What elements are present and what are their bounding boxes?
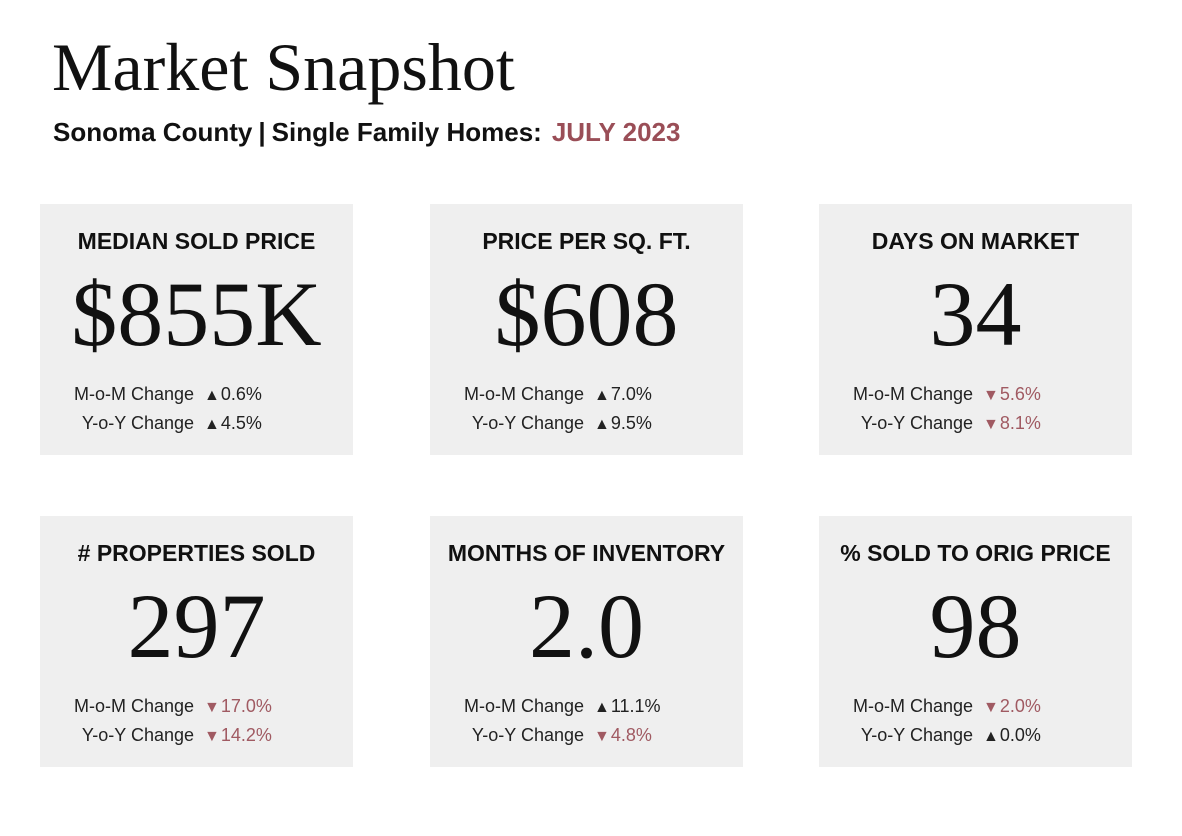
trend-arrow-icon: ▲ (204, 387, 220, 404)
yoy-change-label: Y-o-Y Change (471, 413, 584, 433)
yoy-change-value: ▼8.1% (983, 413, 1041, 433)
mom-change-value: ▲11.1% (594, 696, 661, 716)
mom-change-label: M-o-M Change (463, 384, 584, 404)
card-value: 34 (929, 263, 1022, 365)
trend-arrow-icon: ▲ (594, 387, 610, 404)
trend-arrow-icon: ▼ (204, 699, 220, 716)
mom-change-row: M-o-M Change ▲7.0% (430, 380, 743, 409)
trend-arrow-icon: ▲ (983, 728, 999, 745)
yoy-change-label: Y-o-Y Change (81, 725, 194, 745)
mom-change-value: ▼5.6% (983, 384, 1041, 404)
yoy-change-row: Y-o-Y Change ▲4.5% (40, 409, 353, 438)
card-sold-to-orig-price: % SOLD TO ORIG PRICE 98 M-o-M Change ▼2.… (819, 516, 1132, 767)
yoy-change-value: ▲4.5% (204, 413, 262, 433)
mom-change-row: M-o-M Change ▲11.1% (430, 692, 743, 721)
card-median-sold-price: MEDIAN SOLD PRICE $855K M-o-M Change ▲0.… (40, 204, 353, 455)
card-value: 297 (127, 575, 266, 677)
mom-change-value: ▲7.0% (594, 384, 652, 404)
trend-arrow-icon: ▼ (204, 728, 220, 745)
card-price-per-sqft: PRICE PER SQ. FT. $608 M-o-M Change ▲7.0… (430, 204, 743, 455)
yoy-change-value: ▲9.5% (594, 413, 652, 433)
mom-change-value: ▼17.0% (204, 696, 272, 716)
trend-arrow-icon: ▲ (594, 416, 610, 433)
mom-change-row: M-o-M Change ▼5.6% (819, 380, 1132, 409)
mom-change-label: M-o-M Change (463, 696, 584, 716)
card-label: PRICE PER SQ. FT. (482, 228, 691, 254)
subtitle-separator: | (258, 117, 266, 147)
card-days-on-market: DAYS ON MARKET 34 M-o-M Change ▼5.6% Y-o… (819, 204, 1132, 455)
card-properties-sold: # PROPERTIES SOLD 297 M-o-M Change ▼17.0… (40, 516, 353, 767)
yoy-change-label: Y-o-Y Change (81, 413, 194, 433)
change-list: M-o-M Change ▲7.0% Y-o-Y Change ▲9.5% (430, 380, 743, 438)
card-value: $608 (494, 263, 679, 365)
trend-arrow-icon: ▲ (594, 699, 610, 716)
page-title: Market Snapshot (52, 29, 515, 105)
mom-change-label: M-o-M Change (73, 384, 194, 404)
trend-arrow-icon: ▼ (594, 728, 610, 745)
subtitle-location: Sonoma County (53, 117, 253, 147)
card-label: MONTHS OF INVENTORY (447, 540, 726, 566)
trend-arrow-icon: ▼ (983, 416, 999, 433)
card-value: 2.0 (529, 575, 644, 677)
yoy-change-value: ▼4.8% (594, 725, 652, 745)
yoy-change-row: Y-o-Y Change ▲0.0% (819, 721, 1132, 750)
trend-arrow-icon: ▲ (204, 416, 220, 433)
change-list: M-o-M Change ▲11.1% Y-o-Y Change ▼4.8% (430, 692, 743, 750)
card-label: % SOLD TO ORIG PRICE (840, 540, 1111, 566)
yoy-change-value: ▼14.2% (204, 725, 272, 745)
subtitle-month: JULY 2023 (551, 117, 681, 147)
mom-change-row: M-o-M Change ▼2.0% (819, 692, 1132, 721)
card-months-of-inventory: MONTHS OF INVENTORY 2.0 M-o-M Change ▲11… (430, 516, 743, 767)
yoy-change-row: Y-o-Y Change ▼4.8% (430, 721, 743, 750)
change-list: M-o-M Change ▼2.0% Y-o-Y Change ▲0.0% (819, 692, 1132, 750)
card-label: DAYS ON MARKET (871, 228, 1080, 254)
mom-change-row: M-o-M Change ▼17.0% (40, 692, 353, 721)
yoy-change-row: Y-o-Y Change ▼8.1% (819, 409, 1132, 438)
yoy-change-row: Y-o-Y Change ▼14.2% (40, 721, 353, 750)
yoy-change-label: Y-o-Y Change (860, 725, 973, 745)
mom-change-label: M-o-M Change (852, 696, 973, 716)
trend-arrow-icon: ▼ (983, 387, 999, 404)
change-list: M-o-M Change ▼5.6% Y-o-Y Change ▼8.1% (819, 380, 1132, 438)
mom-change-row: M-o-M Change ▲0.6% (40, 380, 353, 409)
change-list: M-o-M Change ▼17.0% Y-o-Y Change ▼14.2% (40, 692, 353, 750)
yoy-change-label: Y-o-Y Change (471, 725, 584, 745)
card-label: # PROPERTIES SOLD (77, 540, 316, 566)
card-value: 98 (929, 575, 1022, 677)
mom-change-value: ▼2.0% (983, 696, 1041, 716)
card-label: MEDIAN SOLD PRICE (77, 228, 316, 254)
subtitle-segment: Single Family Homes: (271, 117, 542, 147)
card-value: $855K (71, 263, 322, 365)
page-subtitle: Sonoma County | Single Family Homes: JULY 2… (53, 112, 680, 152)
yoy-change-value: ▲0.0% (983, 725, 1041, 745)
change-list: M-o-M Change ▲0.6% Y-o-Y Change ▲4.5% (40, 380, 353, 438)
yoy-change-label: Y-o-Y Change (860, 413, 973, 433)
mom-change-label: M-o-M Change (852, 384, 973, 404)
mom-change-label: M-o-M Change (73, 696, 194, 716)
trend-arrow-icon: ▼ (983, 699, 999, 716)
yoy-change-row: Y-o-Y Change ▲9.5% (430, 409, 743, 438)
mom-change-value: ▲0.6% (204, 384, 262, 404)
